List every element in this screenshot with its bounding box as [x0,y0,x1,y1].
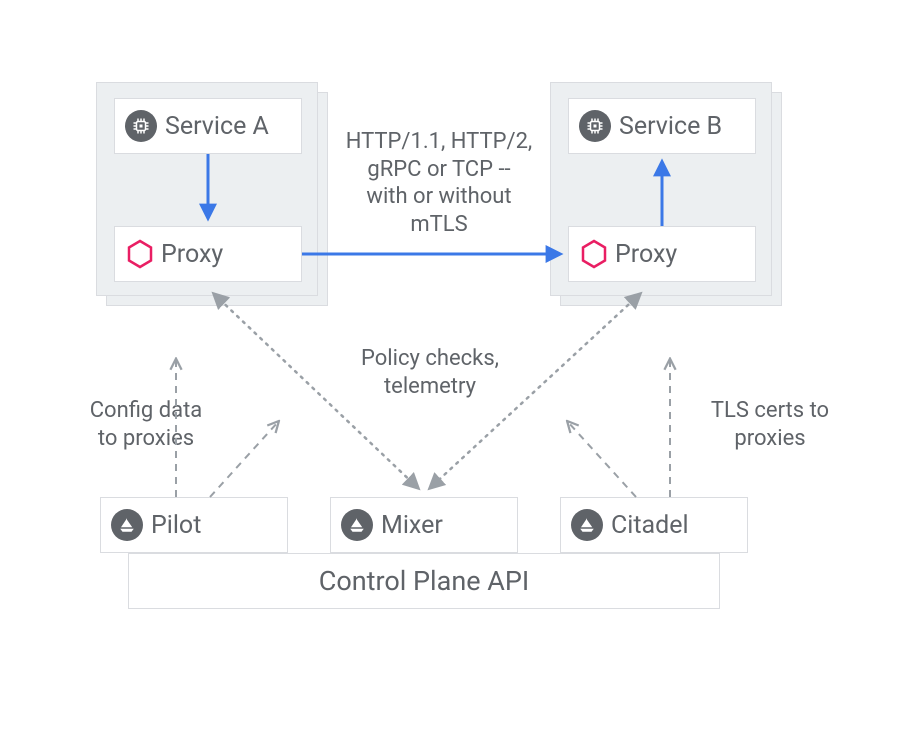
annotation-protocols: HTTP/1.1, HTTP/2, gRPC or TCP -- with or… [339,128,539,238]
hexagon-icon [127,239,153,269]
annotation-tls: TLS certs to proxies [700,397,840,452]
annotation-config-l1: Config data [90,398,203,423]
annotation-tls-l1: TLS certs to [711,398,829,423]
service-b-label: Service B [619,112,722,141]
annotation-policy-l1: Policy checks, [361,346,499,371]
citadel-label: Citadel [611,511,689,540]
annotation-protocols-l4: mTLS [410,212,467,237]
mixer-label: Mixer [381,511,443,540]
node-service-a: Service A [114,98,302,154]
node-citadel: Citadel [560,497,748,553]
chip-icon [125,110,157,142]
annotation-config: Config data to proxies [76,397,216,452]
arrow-citadel-diag [568,422,636,497]
annotation-tls-l2: proxies [734,426,805,451]
node-mixer: Mixer [330,497,518,553]
control-plane-label: Control Plane API [319,565,529,597]
node-pilot: Pilot [100,497,288,553]
annotation-protocols-l1: HTTP/1.1, HTTP/2, [346,129,533,154]
annotation-policy-l2: telemetry [384,374,476,399]
proxy-a-label: Proxy [161,240,223,269]
node-proxy-b: Proxy [568,226,756,282]
chip-icon [579,110,611,142]
sailboat-icon [571,509,603,541]
service-a-label: Service A [165,112,269,141]
sailboat-icon [341,509,373,541]
annotation-config-l2: to proxies [98,426,194,451]
pilot-label: Pilot [151,511,201,540]
sailboat-icon [111,509,143,541]
arrow-pilot-diag [210,422,278,497]
node-service-b: Service B [568,98,756,154]
proxy-b-label: Proxy [615,240,677,269]
hexagon-icon [581,239,607,269]
annotation-protocols-l3: with or without [366,184,511,209]
annotation-protocols-l2: gRPC or TCP -- [367,157,510,182]
node-proxy-a: Proxy [114,226,302,282]
annotation-policy: Policy checks, telemetry [335,345,525,400]
control-plane-api: Control Plane API [128,553,720,609]
